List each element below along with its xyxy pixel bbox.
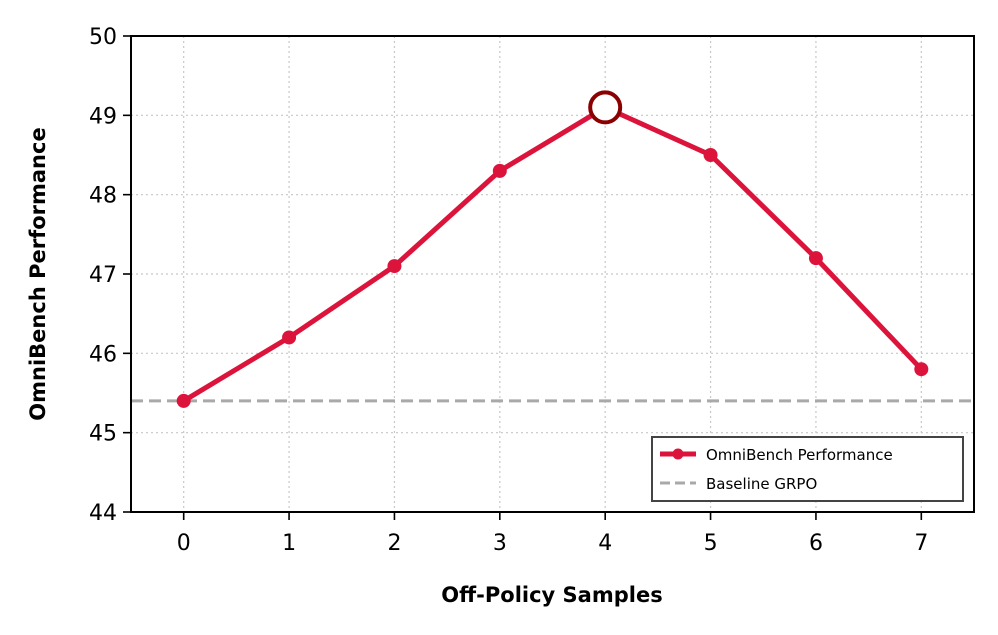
x-tick-label: 2 <box>387 531 401 556</box>
legend-series-marker <box>672 448 684 460</box>
x-tick-label: 4 <box>598 531 612 556</box>
x-axis-title: Off-Policy Samples <box>441 583 662 607</box>
data-point <box>914 362 929 377</box>
x-tick-label: 1 <box>282 531 296 556</box>
data-point <box>808 251 823 266</box>
x-tick-label: 3 <box>493 531 507 556</box>
data-point <box>703 148 718 162</box>
y-tick-label: 49 <box>89 104 117 129</box>
grid-lines <box>131 36 974 512</box>
x-tick-label: 6 <box>809 531 823 556</box>
peak-highlight-marker <box>588 90 623 125</box>
y-tick-label: 45 <box>89 422 117 447</box>
legend-box <box>651 436 964 502</box>
data-point <box>492 163 507 178</box>
y-axis-title: OmniBench Performance <box>26 127 50 420</box>
data-point <box>176 393 191 408</box>
highlight-layer <box>588 90 623 125</box>
legend: OmniBench Performance Baseline GRPO <box>651 436 964 502</box>
y-tick-label: 50 <box>89 25 117 50</box>
y-tick-label: 48 <box>89 184 117 209</box>
y-tick-label: 44 <box>89 501 117 526</box>
legend-baseline-label: Baseline GRPO <box>706 475 817 493</box>
x-tick-label: 0 <box>177 531 191 556</box>
x-tick-label: 5 <box>704 531 718 556</box>
series-line <box>182 104 924 404</box>
data-point <box>282 330 297 345</box>
y-tick-label: 47 <box>89 263 117 288</box>
legend-series-label: OmniBench Performance <box>706 446 893 464</box>
y-tick-label: 46 <box>89 342 117 367</box>
data-point <box>387 259 402 274</box>
x-tick-label: 7 <box>914 531 928 556</box>
